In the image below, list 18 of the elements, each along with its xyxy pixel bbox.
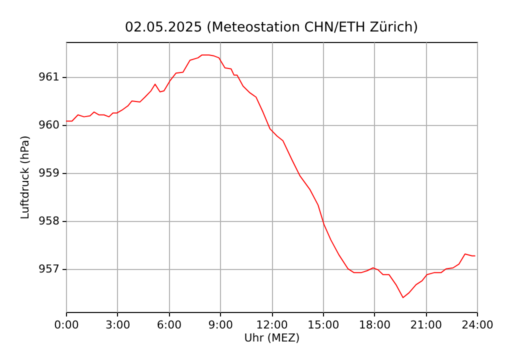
x-tick-label: 24:00 bbox=[462, 318, 494, 332]
x-tick-label: 0:00 bbox=[54, 318, 79, 332]
x-tick-label: 6:00 bbox=[156, 318, 182, 332]
y-tick-label: 959 bbox=[38, 166, 60, 180]
y-tick-label: 958 bbox=[38, 214, 60, 228]
line-series bbox=[66, 54, 476, 298]
x-tick-label: 12:00 bbox=[256, 318, 288, 332]
x-axis-title: Uhr (MEZ) bbox=[244, 332, 300, 344]
y-tick-label: 957 bbox=[38, 262, 60, 276]
y-axis-title: Luftdruck (hPa) bbox=[18, 136, 32, 220]
x-tick-label: 18:00 bbox=[358, 318, 391, 332]
chart-title: 02.05.2025 (Meteostation CHN/ETH Zürich) bbox=[124, 20, 418, 36]
x-tick-label: 3:00 bbox=[106, 318, 130, 332]
y-tick-label: 961 bbox=[38, 70, 60, 84]
x-tick-label: 21:00 bbox=[410, 318, 442, 332]
y-tick-label: 960 bbox=[38, 118, 60, 132]
x-tick-label: 9:00 bbox=[208, 318, 233, 332]
x-tick-label: 15:00 bbox=[308, 318, 340, 332]
